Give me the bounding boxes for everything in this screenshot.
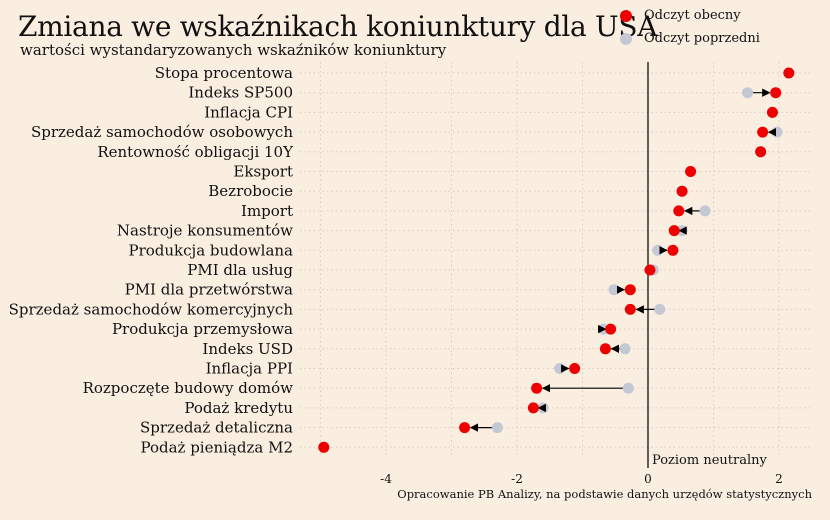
- x-tick-label: -2: [511, 472, 523, 486]
- dot-previous: [619, 343, 631, 355]
- dot-previous: [654, 303, 666, 315]
- category-label: Sprzedaż detaliczna: [140, 419, 293, 437]
- dot-current: [766, 106, 778, 118]
- dot-current: [599, 343, 611, 355]
- x-tick-label: 2: [775, 472, 783, 486]
- dot-current: [685, 166, 697, 177]
- category-label: Rozpoczęte budowy domów: [83, 379, 294, 397]
- category-label: Stopa procentowa: [155, 64, 293, 82]
- dot-current: [459, 422, 471, 434]
- dot-current: [605, 323, 617, 335]
- category-label: Inflacja PPI: [206, 360, 293, 378]
- x-tick-label: -4: [380, 472, 392, 486]
- category-label: Produkcja budowlana: [129, 241, 294, 259]
- dot-previous: [491, 422, 503, 434]
- category-label: Sprzedaż samochodów komercyjnych: [9, 300, 294, 318]
- dot-current: [318, 441, 330, 453]
- legend-label-previous: Odczyt poprzedni: [644, 31, 760, 46]
- dot-current: [531, 382, 543, 394]
- chart-title: Zmiana we wskaźnikach koniunktury dla US…: [18, 10, 658, 43]
- legend-item-current: Odczyt obecny: [620, 4, 760, 27]
- dot-previous: [554, 363, 566, 374]
- legend-label-current: Odczyt obecny: [644, 8, 741, 23]
- dot-current: [757, 126, 769, 138]
- x-tick-label: 0: [644, 472, 652, 486]
- legend-item-previous: Odczyt poprzedni: [620, 27, 760, 50]
- dot-current: [755, 146, 767, 158]
- category-label: PMI dla przetwórstwa: [125, 281, 293, 299]
- dot-current: [569, 363, 581, 374]
- dot-previous: [622, 382, 634, 394]
- category-label: Sprzedaż samochodów osobowych: [31, 123, 293, 141]
- category-label: Podaż kredytu: [184, 399, 293, 417]
- dot-current: [624, 303, 636, 315]
- dot-current: [668, 225, 680, 237]
- dot-previous: [771, 126, 783, 138]
- category-label: Indeks USD: [202, 340, 293, 358]
- category-label: Indeks SP500: [188, 84, 293, 102]
- dot-current: [527, 402, 539, 414]
- dot-current: [667, 244, 679, 256]
- dot-current: [783, 67, 795, 79]
- dot-current: [770, 87, 782, 99]
- legend: Odczyt obecny Odczyt poprzedni: [620, 4, 760, 50]
- legend-swatch-previous: [620, 32, 632, 45]
- category-label: Import: [241, 202, 293, 220]
- dot-current: [676, 185, 688, 197]
- neutral-line-label: Poziom neutralny: [652, 453, 767, 468]
- category-label: Inflacja CPI: [204, 103, 293, 121]
- dot-previous: [652, 244, 664, 256]
- category-label: Rentowność obligacji 10Y: [97, 143, 294, 161]
- chart-subtitle: wartości wystandaryzowanych wskaźników k…: [20, 41, 447, 59]
- category-label: Eksport: [233, 163, 293, 181]
- dot-current: [644, 264, 656, 276]
- category-label: PMI dla usług: [187, 261, 293, 279]
- source-note: Opracowanie PB Analizy, na podstawie dan…: [397, 487, 812, 501]
- dot-previous: [608, 284, 620, 296]
- category-label: Nastroje konsumentów: [117, 222, 293, 240]
- dot-current: [624, 284, 636, 296]
- dot-previous: [699, 205, 711, 217]
- category-label: Podaż pieniądza M2: [140, 438, 293, 456]
- dot-current: [673, 205, 685, 217]
- category-label: Produkcja przemysłowa: [112, 320, 293, 338]
- legend-swatch-current: [620, 9, 632, 22]
- dot-previous: [742, 87, 754, 99]
- category-label: Bezrobocie: [208, 182, 293, 200]
